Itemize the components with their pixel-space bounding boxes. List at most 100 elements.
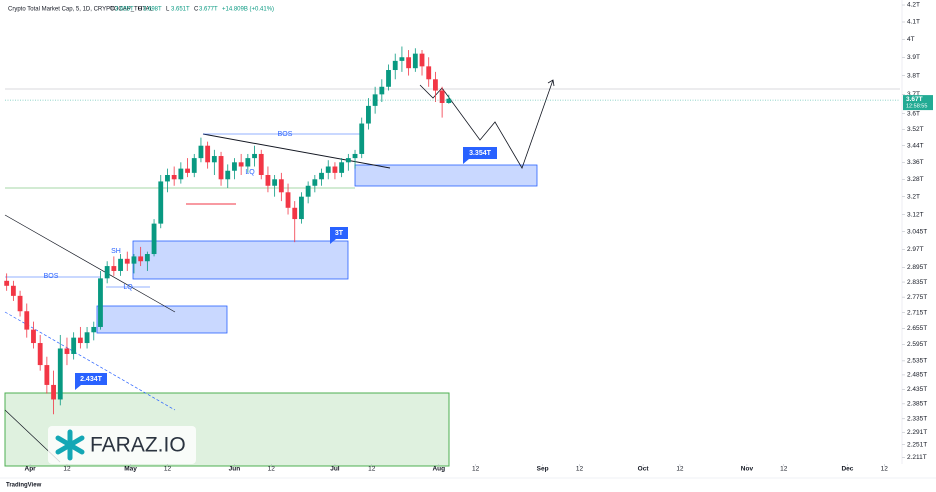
candle-body [178, 168, 184, 180]
candle-body [57, 348, 63, 400]
y-tick-label: 2.895T [907, 264, 927, 271]
x-tick-label: 12 [63, 466, 71, 473]
price-tag [330, 227, 348, 244]
candle-body [292, 207, 298, 220]
legend-key: O [110, 7, 115, 13]
candle-body [191, 158, 197, 173]
candle-body [332, 166, 338, 173]
candle-body [399, 57, 405, 61]
x-tick-label: 12 [472, 466, 480, 473]
trend-line [4, 214, 176, 313]
y-tick-label: 3.045T [907, 228, 927, 235]
y-tick-label: 2.595T [907, 341, 927, 348]
candle-body [325, 166, 331, 173]
candle-body [205, 145, 211, 163]
candle-body [225, 170, 231, 180]
candle-body [419, 53, 425, 67]
annotation: 3T [335, 230, 344, 237]
annotation: BOS [278, 131, 293, 138]
candle-body [138, 256, 144, 262]
annotation: LQ [245, 169, 255, 176]
y-tick-label: 2.535T [907, 358, 927, 365]
ohlc-legend: O 3.655T H 3.698T L 3.651T C 3.677T [110, 7, 218, 13]
candle-body [31, 329, 36, 344]
candle-body [345, 158, 351, 163]
x-tick-label: Jun [229, 466, 241, 473]
candle-body [312, 179, 318, 186]
candle-body [305, 185, 311, 197]
x-tick-label: 12 [576, 466, 584, 473]
x-tick-label: 12 [881, 466, 889, 473]
logo-bg [48, 426, 196, 464]
y-tick-label: 3.8T [907, 72, 920, 79]
candle-body [44, 365, 50, 385]
candle-body [98, 278, 103, 327]
candle-body [198, 145, 204, 159]
candle-body [366, 105, 371, 124]
annotation: BOS [44, 273, 59, 280]
y-tick-label: 3.6T [907, 110, 920, 117]
candle-body [158, 181, 164, 224]
last-price-label: 3.67T [906, 96, 923, 103]
candle-body [238, 162, 244, 167]
price-tag [75, 373, 107, 390]
candle-body [339, 162, 345, 173]
annotation: SH [111, 248, 121, 255]
candle-body [171, 174, 177, 180]
legend-value: 3.655T [115, 7, 134, 13]
y-tick-label: 2.291T [907, 429, 927, 436]
x-tick-label: 12 [780, 466, 788, 473]
candle-body [4, 280, 10, 286]
candle-body [104, 266, 110, 279]
candles [4, 46, 452, 415]
legend-value: 3.677T [199, 7, 218, 13]
x-tick-label: Dec [841, 466, 853, 473]
candle-body [211, 156, 217, 163]
footer: TradingView [6, 483, 42, 489]
y-tick-label: 2.715T [907, 309, 927, 316]
y-tick-label: 2.385T [907, 401, 927, 408]
projection-path [419, 79, 554, 169]
candle-body [299, 196, 304, 220]
candle-body [185, 168, 190, 173]
annotation: LQ [123, 284, 133, 291]
candle-body [218, 156, 224, 180]
x-tick-label: Sep [537, 466, 549, 473]
candle-body [10, 285, 16, 296]
y-tick-label: 2.251T [907, 441, 927, 448]
x-tick-label: May [124, 466, 137, 473]
y-tick-label: 2.775T [907, 294, 927, 301]
candle-body [64, 348, 70, 354]
watermark: FARAZ.IO [48, 426, 196, 464]
candle-body [278, 179, 284, 193]
candle-body [131, 256, 137, 264]
x-tick-label: 12 [164, 466, 172, 473]
legend-value: 3.651T [171, 7, 190, 13]
x-tick-label: Aug [432, 466, 445, 473]
candle-body [165, 174, 170, 182]
y-tick-label: 3.12T [907, 211, 924, 218]
candle-body [84, 332, 90, 344]
y-tick-label: 2.435T [907, 386, 927, 393]
y-tick-label: 3.52T [907, 126, 924, 133]
candle-body [285, 192, 291, 208]
candle-body [91, 326, 97, 333]
x-tick-label: Nov [741, 466, 754, 473]
y-tick-label: 2.335T [907, 416, 927, 423]
candle-body [379, 86, 385, 95]
candle-body [258, 153, 264, 175]
countdown: 12:58:55 [906, 104, 927, 110]
y-tick-label: 3.2T [907, 193, 920, 200]
y-tick-label: 3.28T [907, 176, 924, 183]
legend-value: 3.698T [143, 7, 162, 13]
candle-body [392, 60, 398, 71]
y-tick-label: 3.36T [907, 159, 924, 166]
candle-body [272, 179, 278, 186]
annotation: 2.434T [80, 376, 103, 383]
order-block [132, 240, 349, 280]
candle-body [17, 295, 23, 312]
candle-body [386, 70, 391, 87]
y-tick-label: 3.44T [907, 142, 924, 149]
annotation: 3.354T [469, 150, 492, 157]
